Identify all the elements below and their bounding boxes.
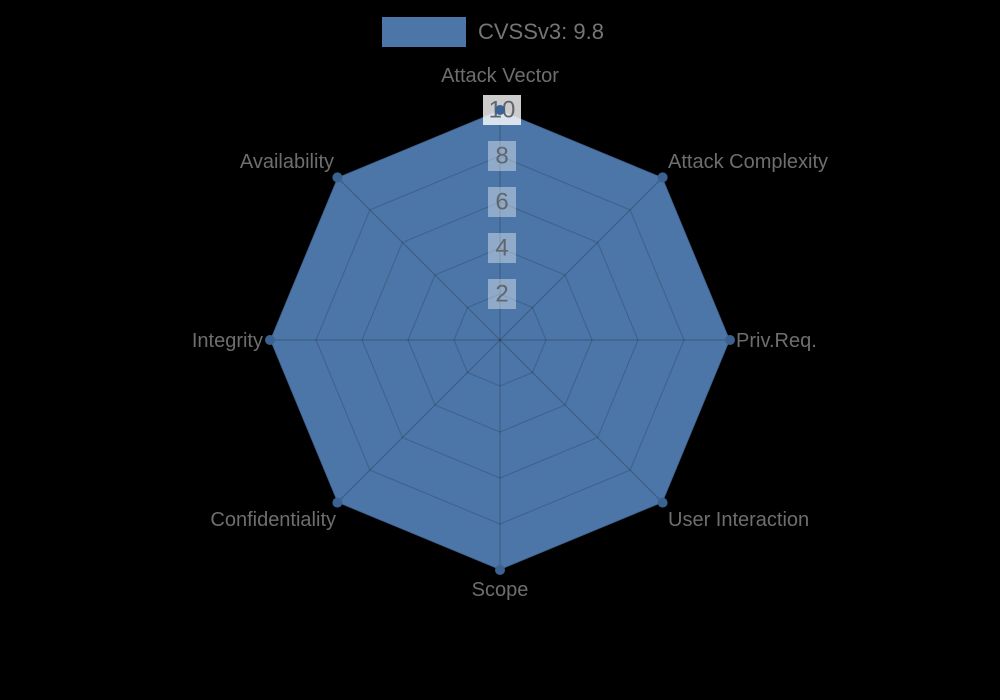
legend-label: CVSSv3: 9.8 [478, 19, 604, 44]
axis-line [499, 339, 664, 504]
data-point-marker [657, 172, 668, 183]
tick-backdrop [488, 233, 516, 263]
grid-ring [361, 201, 639, 479]
tick-label: 8 [495, 143, 508, 170]
data-point-marker [265, 335, 275, 345]
tick-backdrop [488, 187, 516, 217]
grid-ring [315, 155, 685, 525]
legend-item[interactable]: CVSSv3: 9.8 [382, 17, 604, 47]
axis-line [336, 339, 501, 504]
axis-line [336, 176, 501, 341]
tick-label: 2 [495, 281, 508, 308]
axis-line [499, 176, 664, 341]
legend-swatch [382, 17, 466, 47]
grid-ring [407, 247, 593, 433]
data-point-marker [495, 565, 505, 575]
data-point-marker [332, 172, 343, 183]
axis-label: Attack Complexity [668, 151, 828, 173]
grid-ring [453, 293, 547, 387]
data-point-marker [725, 335, 735, 345]
tick-label: 4 [495, 235, 508, 262]
axis-label: Attack Vector [441, 65, 559, 87]
data-point-marker [332, 497, 343, 508]
data-point-marker [495, 105, 505, 115]
axis-label: Priv.Req. [736, 330, 817, 352]
tick-label: 6 [495, 189, 508, 216]
axis-label: Confidentiality [210, 509, 336, 531]
tick-backdrop [488, 141, 516, 171]
tick-backdrop [488, 279, 516, 309]
data-point-marker [657, 497, 668, 508]
axis-label: Scope [472, 579, 529, 601]
axis-label: Integrity [192, 330, 263, 352]
axis-label: User Interaction [668, 509, 809, 531]
axis-label: Availability [240, 151, 334, 173]
